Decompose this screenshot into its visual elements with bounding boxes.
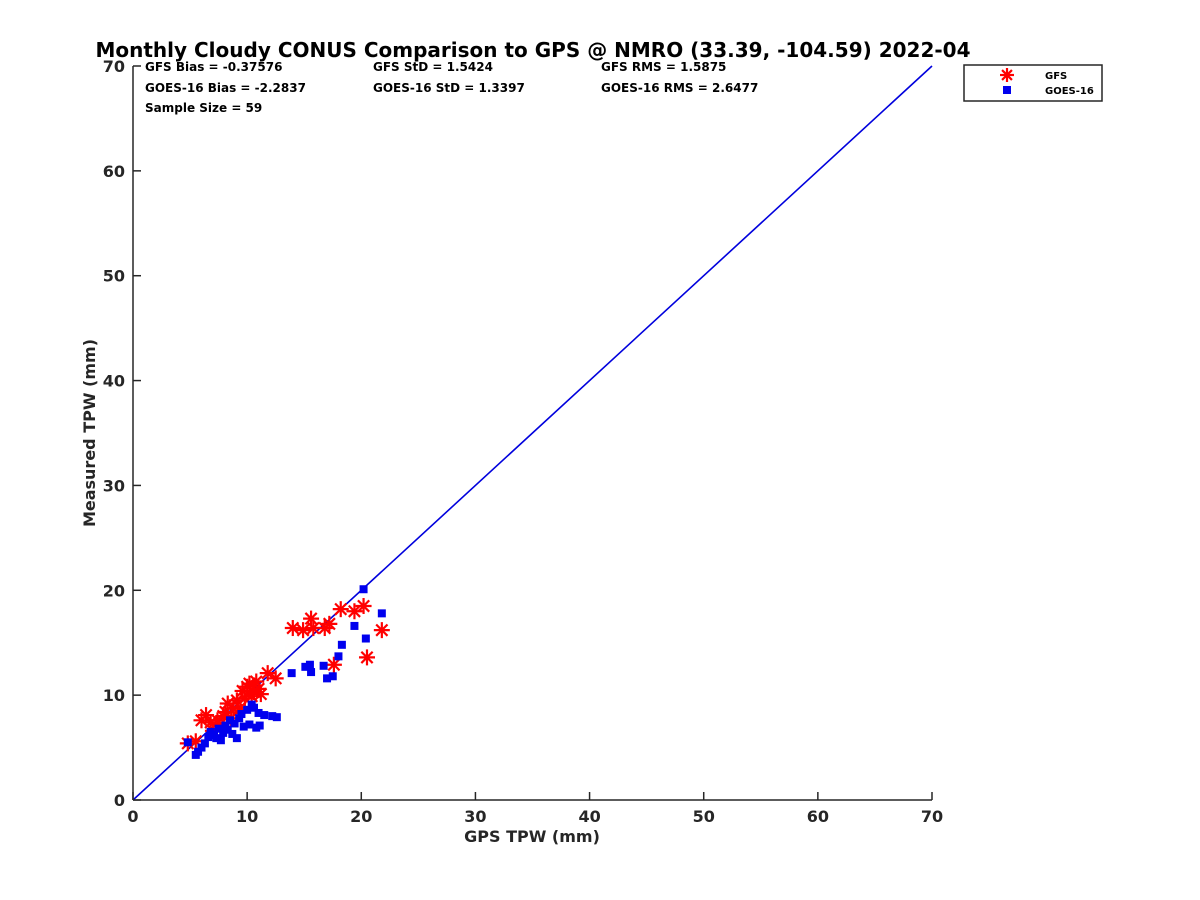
legend-gfs-label: GFS bbox=[1045, 71, 1067, 82]
legend-gfs-marker bbox=[1000, 68, 1014, 82]
legend-gfs-asterisk bbox=[1000, 68, 1014, 82]
goes-16-point bbox=[230, 719, 239, 728]
y-tick-label: 0 bbox=[114, 791, 125, 810]
reference-line-layer bbox=[132, 65, 933, 801]
goes-16-point bbox=[337, 640, 346, 649]
x-tick-label: 10 bbox=[236, 807, 258, 826]
goes-16-point bbox=[249, 703, 258, 712]
gfs-bias-text: GFS Bias = -0.37576 bbox=[145, 60, 282, 74]
plot-area bbox=[132, 65, 933, 801]
y-tick-label: 20 bbox=[103, 581, 125, 600]
goes-bias-text: GOES-16 Bias = -2.2837 bbox=[145, 81, 306, 95]
goes-16-point bbox=[216, 736, 225, 745]
goes-16-point bbox=[307, 668, 316, 677]
goes-16-point bbox=[200, 739, 209, 748]
gfs-std-text: GFS StD = 1.5424 bbox=[373, 60, 493, 74]
x-axis-ticks: 0 10 20 30 40 50 60 70 bbox=[127, 792, 943, 826]
stats-annotations: GFS Bias = -0.37576 GFS StD = 1.5424 GFS… bbox=[145, 60, 758, 115]
x-tick-label: 0 bbox=[127, 807, 138, 826]
gfs-series bbox=[179, 598, 390, 752]
goes-16-point bbox=[204, 733, 213, 742]
legend-goes-label: GOES-16 bbox=[1045, 86, 1094, 97]
goes-16-point bbox=[272, 713, 281, 722]
goes-16-point bbox=[334, 652, 343, 661]
legend-box bbox=[963, 64, 1103, 102]
goes-16-point bbox=[377, 609, 386, 618]
goes-16-point bbox=[305, 660, 314, 669]
goes-16-point bbox=[226, 716, 235, 725]
x-axis-title: GPS TPW (mm) bbox=[464, 827, 600, 846]
goes-16-series bbox=[183, 585, 386, 759]
goes-16-point bbox=[328, 672, 337, 681]
goes-16-point bbox=[245, 720, 254, 729]
gfs-point bbox=[284, 620, 301, 637]
goes-16-point bbox=[232, 734, 241, 743]
y-tick-label: 10 bbox=[103, 686, 125, 705]
goes-16-point bbox=[228, 729, 237, 738]
goes-16-point bbox=[260, 711, 269, 720]
gfs-point bbox=[295, 622, 312, 639]
goes-16-point bbox=[287, 669, 296, 678]
goes-16-point bbox=[223, 725, 232, 734]
y-tick-label: 40 bbox=[103, 372, 125, 391]
chart-title: Monthly Cloudy CONUS Comparison to GPS @… bbox=[95, 38, 970, 62]
gfs-point bbox=[267, 670, 284, 687]
goes-16-point bbox=[183, 738, 192, 747]
gfs-rms-text: GFS RMS = 1.5875 bbox=[601, 60, 726, 74]
goes-16-point bbox=[268, 712, 277, 721]
goes-16-point bbox=[237, 710, 246, 719]
x-tick-label: 60 bbox=[807, 807, 829, 826]
gfs-point bbox=[321, 615, 338, 632]
gfs-point bbox=[355, 598, 372, 615]
goes-16-point bbox=[319, 661, 328, 670]
goes-16-point bbox=[243, 705, 252, 714]
goes-16-point bbox=[214, 724, 223, 733]
x-tick-label: 70 bbox=[921, 807, 943, 826]
x-tick-label: 20 bbox=[350, 807, 372, 826]
goes-16-point bbox=[212, 734, 221, 743]
goes-16-point bbox=[194, 747, 203, 756]
sample-size-text: Sample Size = 59 bbox=[145, 101, 262, 115]
gfs-point bbox=[252, 686, 269, 703]
goes-16-point bbox=[254, 708, 263, 717]
x-tick-label: 40 bbox=[578, 807, 600, 826]
y-tick-label: 60 bbox=[103, 162, 125, 181]
y-tick-label: 50 bbox=[103, 267, 125, 286]
goes-16-point bbox=[197, 743, 206, 752]
gfs-point bbox=[303, 610, 320, 627]
x-tick-label: 30 bbox=[464, 807, 486, 826]
x-tick-label: 50 bbox=[693, 807, 715, 826]
gfs-point bbox=[325, 656, 342, 673]
goes-16-point bbox=[239, 722, 248, 731]
goes-16-point bbox=[255, 721, 264, 730]
goes-16-point bbox=[301, 662, 310, 671]
legend: GFS GOES-16 bbox=[963, 64, 1103, 102]
goes-16-point bbox=[359, 585, 368, 594]
gfs-point bbox=[358, 649, 375, 666]
goes-16-point bbox=[235, 714, 244, 723]
y-tick-label: 30 bbox=[103, 476, 125, 495]
one-to-one-line bbox=[132, 65, 933, 801]
gfs-point bbox=[373, 622, 390, 639]
gfs-point bbox=[332, 601, 349, 618]
goes-std-text: GOES-16 StD = 1.3397 bbox=[373, 81, 525, 95]
gfs-point bbox=[346, 603, 363, 620]
goes-16-point bbox=[323, 674, 332, 683]
gfs-point bbox=[259, 665, 276, 682]
goes-16-point bbox=[350, 621, 359, 630]
goes-16-point bbox=[219, 728, 228, 737]
goes-16-point bbox=[361, 634, 370, 643]
goes-16-point bbox=[221, 721, 230, 730]
y-tick-label: 70 bbox=[103, 57, 125, 76]
goes-rms-text: GOES-16 RMS = 2.6477 bbox=[601, 81, 758, 95]
y-axis-ticks: 0 10 20 30 40 50 60 70 bbox=[103, 57, 141, 810]
legend-goes-marker bbox=[1003, 86, 1011, 94]
y-axis-title: Measured TPW (mm) bbox=[80, 339, 99, 527]
